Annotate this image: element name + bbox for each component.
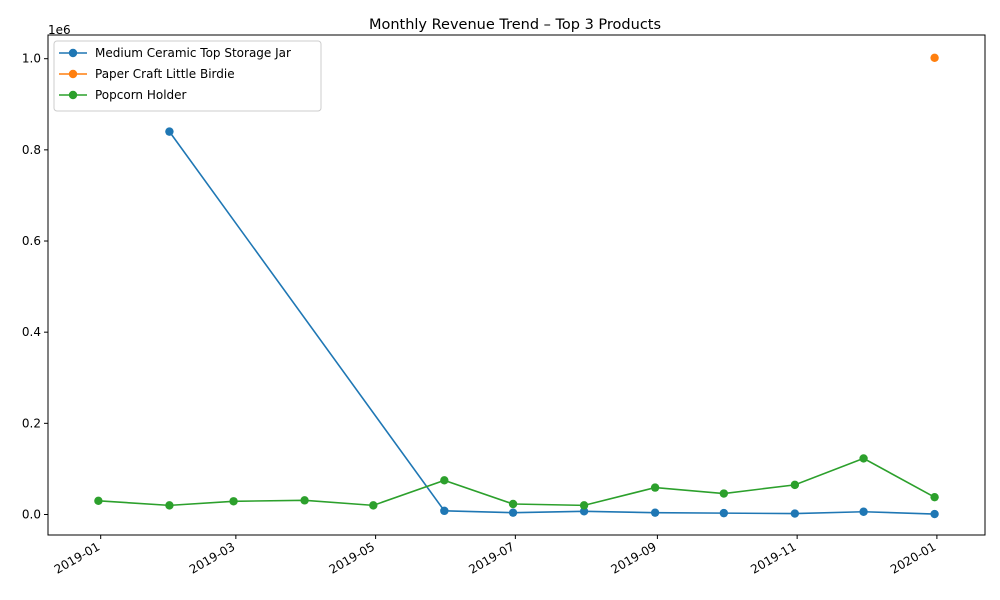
series-point-3 [369, 501, 378, 510]
x-tick-label: 2019-09 [608, 539, 658, 576]
series-point-3 [440, 476, 449, 485]
series-point-1 [930, 509, 939, 519]
x-tick-label: 2019-07 [466, 539, 516, 576]
x-tick-label: 2019-01 [52, 539, 102, 576]
legend-frame [53, 40, 322, 112]
x-tick-label: 2019-03 [187, 539, 237, 576]
series-point-1 [859, 507, 868, 516]
y-tick-label: 0.8 [22, 143, 41, 157]
series-point-3 [859, 454, 868, 463]
legend: Medium Ceramic Top Storage Jar Paper Craf… [53, 40, 322, 112]
y-tick-label: 0.4 [22, 325, 41, 339]
legend-swatch-marker [68, 48, 78, 58]
x-tick-label: 2019-11 [748, 539, 798, 576]
series-point-3 [300, 496, 309, 505]
series-point-3 [650, 483, 660, 492]
series-point-3 [579, 501, 589, 510]
legend-label: Paper Craft Little Birdie [95, 67, 235, 81]
series-point-1 [719, 508, 729, 518]
legend-label: Medium Ceramic Top Storage Jar [95, 46, 291, 60]
y-tick-label: 0.2 [22, 416, 41, 430]
series-point-1 [579, 507, 589, 516]
series-point-1 [440, 506, 449, 516]
axes-frame [47, 34, 986, 536]
series-point-3 [790, 480, 800, 490]
series-point-3 [165, 501, 174, 510]
series-line-3 [98, 457, 935, 507]
series-point-1 [650, 508, 660, 517]
y-offset-label: 1e6 [48, 23, 71, 37]
series-point-3 [229, 497, 238, 506]
x-tick-label: 2020-01 [888, 539, 938, 576]
series-line-1 [168, 131, 935, 515]
series-point-1 [508, 508, 518, 517]
series-point-3 [94, 496, 103, 506]
series-point-3 [719, 489, 729, 498]
series-point-3 [508, 499, 518, 509]
legend-swatch-marker [68, 90, 78, 100]
x-tick-label: 2019-05 [327, 539, 377, 576]
legend-swatch-marker [68, 69, 78, 79]
series-point-1 [790, 509, 800, 518]
y-tick-label: 0.0 [22, 507, 41, 521]
y-tick-label: 0.6 [22, 234, 41, 248]
chart-title: Monthly Revenue Trend – Top 3 Products [369, 17, 661, 33]
legend-label: Popcorn Holder [95, 88, 187, 102]
plot-area: 0.0 0.2 0.4 0.6 0.8 1.0 2019-01 2019-03 2019-05 2… [22, 52, 939, 577]
series-point-1 [165, 127, 174, 136]
series-point-2 [930, 53, 939, 62]
y-tick-label: 1.0 [22, 52, 41, 66]
series-point-3 [930, 492, 939, 502]
